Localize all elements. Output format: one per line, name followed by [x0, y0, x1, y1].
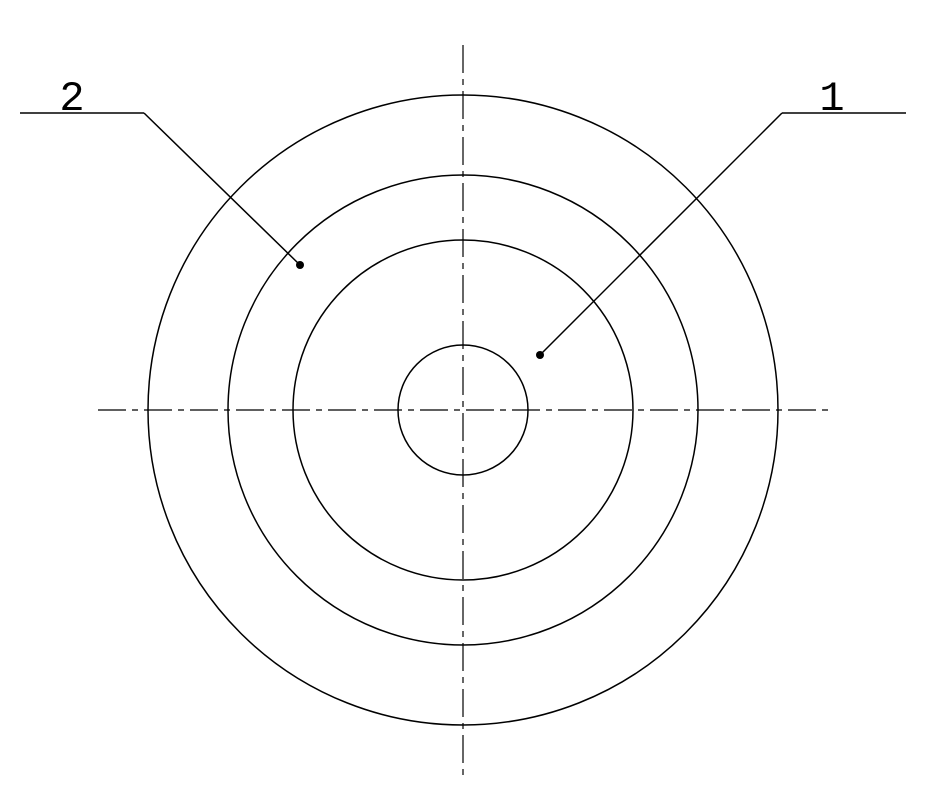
circle-0: [398, 345, 528, 475]
callout-2: 2: [20, 75, 304, 269]
callout-label: 2: [59, 75, 84, 123]
callout-leader: [144, 113, 300, 265]
technical-drawing: 12: [0, 0, 926, 798]
callout-leader: [540, 113, 782, 355]
callout-dot: [296, 261, 304, 269]
callout-dot: [536, 351, 544, 359]
callout-1: 1: [536, 75, 906, 359]
centerlines: [98, 45, 828, 775]
callout-label: 1: [819, 75, 844, 123]
